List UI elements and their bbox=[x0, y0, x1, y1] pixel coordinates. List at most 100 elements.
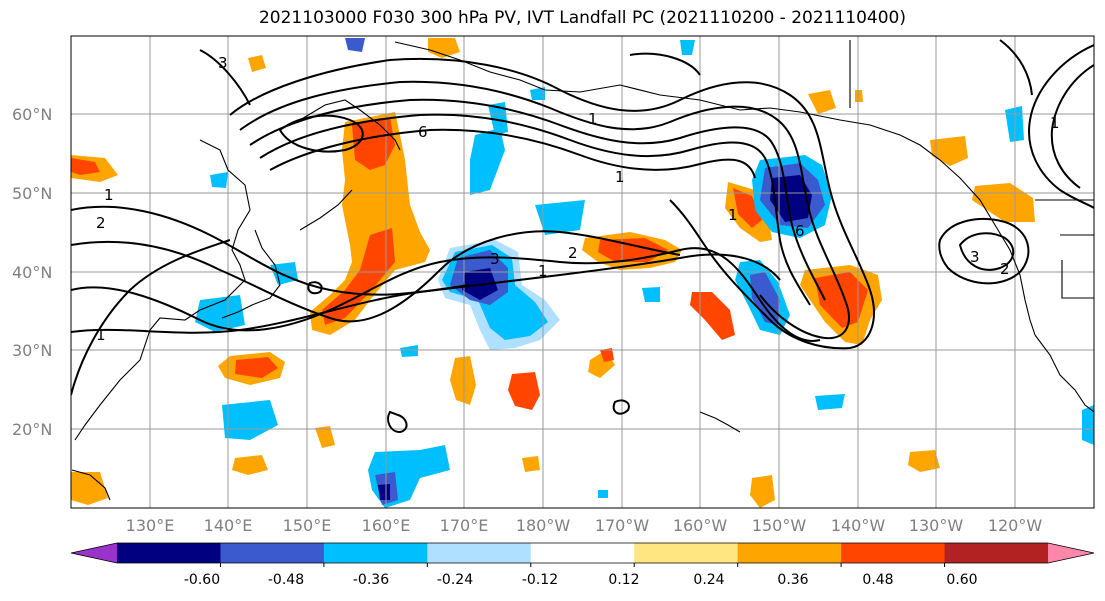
longitude-label: 160°W bbox=[673, 516, 728, 535]
coastline bbox=[74, 139, 251, 441]
colorbar-tick-labels: -0.60 -0.48 -0.36 -0.24 -0.12 0.12 0.24 … bbox=[184, 572, 978, 588]
positive-region bbox=[855, 90, 863, 102]
positive-region bbox=[908, 450, 940, 472]
colorbar-segment bbox=[634, 543, 739, 563]
positive-region bbox=[310, 112, 430, 335]
pv-contours bbox=[71, 39, 1094, 434]
coastline bbox=[299, 99, 401, 151]
positive-region bbox=[690, 292, 735, 340]
negative-region bbox=[488, 102, 508, 135]
latitude-labels: 60°N 50°N 40°N 30°N 20°N bbox=[12, 105, 52, 439]
contour-labels: 3 1 2 1 6 1 1 2 3 1 6 1 2 3 1 bbox=[96, 54, 1060, 344]
latitude-label: 50°N bbox=[12, 184, 52, 203]
pv-contour bbox=[1028, 44, 1094, 209]
contour-label: 6 bbox=[418, 123, 428, 141]
negative-region bbox=[598, 490, 608, 498]
positive-region bbox=[750, 475, 775, 508]
longitude-label: 130°W bbox=[909, 516, 964, 535]
positive-region bbox=[600, 348, 614, 362]
colorbar-extend-max bbox=[1048, 543, 1094, 563]
negative-region bbox=[222, 400, 278, 440]
positive-region bbox=[930, 136, 968, 166]
negative-region bbox=[535, 200, 585, 235]
colorbar-tick-label: 0.60 bbox=[946, 572, 977, 588]
colorbar-tick-label: -0.60 bbox=[184, 572, 220, 588]
latitude-label: 60°N bbox=[12, 105, 52, 124]
contour-label: 6 bbox=[795, 222, 805, 240]
pv-contour bbox=[71, 253, 781, 334]
contour-label: 1 bbox=[728, 206, 738, 224]
negative-region bbox=[345, 38, 365, 52]
latitude-label: 40°N bbox=[12, 263, 52, 282]
map-border bbox=[70, 35, 1095, 509]
contour-label: 1 bbox=[615, 168, 625, 186]
pv-contour bbox=[71, 205, 471, 296]
contour-label: 1 bbox=[1050, 114, 1060, 132]
positive-region bbox=[232, 455, 268, 475]
pv-contour bbox=[71, 247, 821, 342]
positive-region bbox=[808, 90, 836, 114]
coastline bbox=[1061, 260, 1094, 299]
colorbar-segment bbox=[427, 543, 532, 563]
positive-region bbox=[508, 372, 540, 410]
contour-label: 1 bbox=[538, 262, 548, 280]
negative-region bbox=[270, 262, 298, 285]
colorbar-ticks bbox=[219, 563, 946, 567]
coastline bbox=[1034, 334, 1094, 413]
colorbar-outline bbox=[70, 542, 1095, 564]
colorbar-tick-label: 0.36 bbox=[777, 572, 808, 588]
colorbar-tick-label: -0.36 bbox=[353, 572, 389, 588]
negative-region bbox=[680, 40, 695, 55]
contour-label: 3 bbox=[218, 54, 228, 72]
positive-region bbox=[248, 55, 266, 72]
coastlines bbox=[71, 40, 1094, 501]
negative-region bbox=[530, 87, 545, 100]
contour-label: 3 bbox=[970, 248, 980, 266]
pv-contour bbox=[1050, 64, 1094, 189]
pv-contour bbox=[938, 218, 1030, 285]
contour-label: 2 bbox=[568, 244, 578, 262]
longitude-label: 170°W bbox=[595, 516, 650, 535]
positive-region bbox=[428, 38, 460, 58]
colorbar-segments bbox=[70, 542, 1095, 564]
colorbar-segment bbox=[737, 543, 842, 563]
pv-contour bbox=[199, 49, 251, 106]
longitude-label: 120°W bbox=[988, 516, 1043, 535]
negative-region bbox=[1082, 405, 1094, 445]
colorbar-segment bbox=[530, 543, 635, 563]
contour-label: 1 bbox=[96, 326, 106, 344]
colorbar-segment bbox=[117, 543, 221, 563]
contour-label: 2 bbox=[1000, 260, 1010, 278]
pv-contour bbox=[229, 57, 875, 350]
positive-region bbox=[733, 188, 762, 228]
coastline bbox=[299, 189, 353, 231]
pv-contour bbox=[71, 239, 231, 396]
negative-region bbox=[750, 272, 780, 325]
positive-region bbox=[71, 472, 108, 505]
pv-contour bbox=[278, 114, 364, 153]
colorbar-extend-min bbox=[71, 543, 117, 563]
pv-contour bbox=[387, 410, 408, 434]
pv-contour bbox=[71, 230, 681, 323]
longitude-label: 140°E bbox=[204, 516, 253, 535]
latitude-label: 20°N bbox=[12, 420, 52, 439]
coastline bbox=[221, 229, 281, 319]
longitude-label: 180°W bbox=[516, 516, 571, 535]
pv-contour bbox=[269, 128, 756, 179]
positive-region bbox=[71, 158, 100, 175]
negative-region bbox=[400, 345, 418, 357]
positive-region bbox=[235, 357, 278, 378]
coastline bbox=[699, 411, 741, 433]
colorbar-segment bbox=[323, 543, 428, 563]
negative-region bbox=[815, 394, 845, 410]
longitude-label: 170°E bbox=[440, 516, 489, 535]
longitude-label: 140°W bbox=[831, 516, 886, 535]
positive-region bbox=[815, 272, 868, 328]
pv-contour bbox=[239, 80, 850, 340]
pv-contour bbox=[999, 39, 1033, 96]
coastline bbox=[394, 41, 1036, 336]
contour-label: 1 bbox=[588, 110, 598, 128]
positive-region bbox=[315, 426, 335, 448]
colorbar-tick-label: 0.12 bbox=[608, 572, 639, 588]
